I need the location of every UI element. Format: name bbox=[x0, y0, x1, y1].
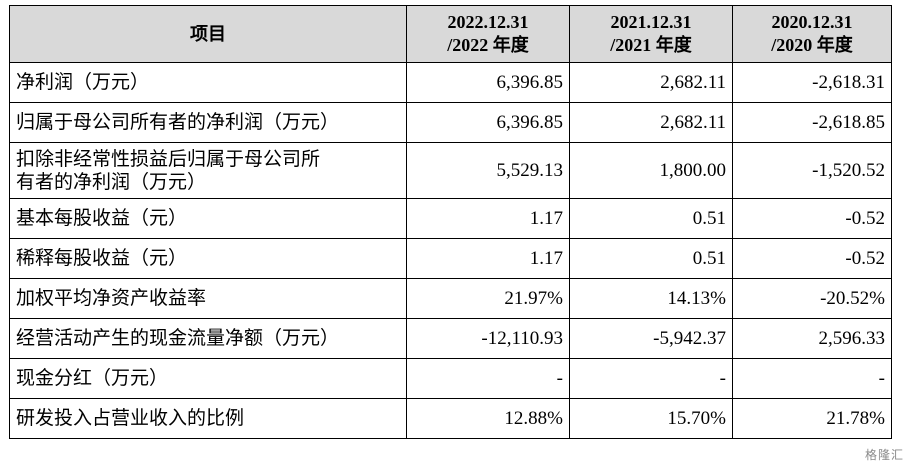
cell-2021: -5,942.37 bbox=[569, 318, 733, 359]
cell-2020: - bbox=[732, 358, 892, 399]
row-label: 稀释每股收益（元） bbox=[9, 238, 407, 279]
row-label: 经营活动产生的现金流量净额（万元） bbox=[9, 318, 407, 359]
cell-2022: 12.88% bbox=[406, 398, 570, 439]
cell-2020: -2,618.31 bbox=[732, 62, 892, 103]
cell-2022: 1.17 bbox=[406, 238, 570, 279]
table-row: 经营活动产生的现金流量净额（万元） -12,110.93 -5,942.37 2… bbox=[9, 318, 892, 359]
financial-summary-table: 项目 2022.12.31 /2022 年度 2021.12.31 /2021 … bbox=[9, 5, 892, 439]
row-label: 加权平均净资产收益率 bbox=[9, 278, 407, 319]
table-header-row: 项目 2022.12.31 /2022 年度 2021.12.31 /2021 … bbox=[9, 5, 892, 63]
cell-2022: 1.17 bbox=[406, 198, 570, 239]
cell-2022: 6,396.85 bbox=[406, 62, 570, 103]
row-label: 归属于母公司所有者的净利润（万元） bbox=[9, 102, 407, 143]
row-label: 研发投入占营业收入的比例 bbox=[9, 398, 407, 439]
row-label: 净利润（万元） bbox=[9, 62, 407, 103]
table-row: 基本每股收益（元） 1.17 0.51 -0.52 bbox=[9, 198, 892, 239]
cell-2020: -20.52% bbox=[732, 278, 892, 319]
table-row: 稀释每股收益（元） 1.17 0.51 -0.52 bbox=[9, 238, 892, 279]
cell-2021: 1,800.00 bbox=[569, 142, 733, 199]
table-row: 研发投入占营业收入的比例 12.88% 15.70% 21.78% bbox=[9, 398, 892, 439]
cell-2021: 15.70% bbox=[569, 398, 733, 439]
cell-2020: 2,596.33 bbox=[732, 318, 892, 359]
table-row: 加权平均净资产收益率 21.97% 14.13% -20.52% bbox=[9, 278, 892, 319]
table-row: 归属于母公司所有者的净利润（万元） 6,396.85 2,682.11 -2,6… bbox=[9, 102, 892, 143]
cell-2022: 6,396.85 bbox=[406, 102, 570, 143]
table-row: 净利润（万元） 6,396.85 2,682.11 -2,618.31 bbox=[9, 62, 892, 103]
row-label: 现金分红（万元） bbox=[9, 358, 407, 399]
cell-2022: - bbox=[406, 358, 570, 399]
watermark-logo: 格隆汇 bbox=[864, 448, 904, 462]
cell-2020: -0.52 bbox=[732, 238, 892, 279]
cell-2021: 14.13% bbox=[569, 278, 733, 319]
cell-2020: -2,618.85 bbox=[732, 102, 892, 143]
header-2021: 2021.12.31 /2021 年度 bbox=[569, 5, 733, 63]
header-2020: 2020.12.31 /2020 年度 bbox=[732, 5, 892, 63]
cell-2021: 2,682.11 bbox=[569, 102, 733, 143]
row-label: 基本每股收益（元） bbox=[9, 198, 407, 239]
cell-2021: 2,682.11 bbox=[569, 62, 733, 103]
cell-2022: 5,529.13 bbox=[406, 142, 570, 199]
cell-2022: 21.97% bbox=[406, 278, 570, 319]
cell-2020: -0.52 bbox=[732, 198, 892, 239]
cell-2021: 0.51 bbox=[569, 238, 733, 279]
cell-2021: - bbox=[569, 358, 733, 399]
cell-2022: -12,110.93 bbox=[406, 318, 570, 359]
cell-2021: 0.51 bbox=[569, 198, 733, 239]
header-2022: 2022.12.31 /2022 年度 bbox=[406, 5, 570, 63]
table-row: 扣除非经常性损益后归属于母公司所 有者的净利润（万元） 5,529.13 1,8… bbox=[9, 142, 892, 199]
cell-2020: -1,520.52 bbox=[732, 142, 892, 199]
row-label: 扣除非经常性损益后归属于母公司所 有者的净利润（万元） bbox=[9, 142, 407, 199]
cell-2020: 21.78% bbox=[732, 398, 892, 439]
header-item: 项目 bbox=[9, 5, 407, 63]
table-row: 现金分红（万元） - - - bbox=[9, 358, 892, 399]
